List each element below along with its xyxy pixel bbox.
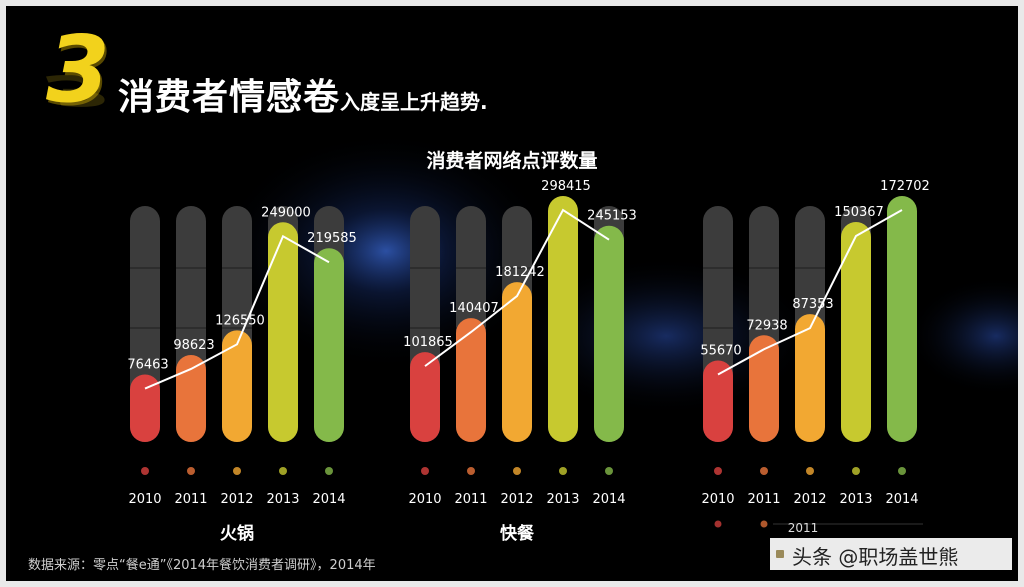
data-label: 98623: [173, 338, 214, 353]
legend-dot: [559, 467, 567, 475]
watermark-text: 头条 @职场盖世熊: [792, 545, 959, 569]
bar-2014: [594, 225, 624, 442]
bar-2010: [703, 360, 733, 442]
bar-2011: [176, 354, 206, 442]
bar-2010: [130, 374, 160, 442]
tick-label: 2014: [592, 492, 625, 507]
bar-2012: [502, 282, 532, 442]
tick-label: 2012: [500, 492, 533, 507]
tick-label: 2014: [885, 492, 918, 507]
data-label: 55670: [700, 344, 741, 359]
data-label: 181242: [495, 265, 545, 280]
tick-label: 2013: [839, 492, 872, 507]
data-label: 219585: [307, 231, 357, 246]
trend-line: [717, 209, 903, 376]
tick-label: 2012: [220, 492, 253, 507]
watermark: 头条 @职场盖世熊: [770, 538, 1012, 570]
tick-label: 2011: [174, 492, 207, 507]
data-label: 126550: [215, 313, 265, 328]
data-label: 140407: [449, 301, 499, 316]
bar-2014: [887, 196, 917, 442]
legend-dot: [852, 467, 860, 475]
bar-2012: [795, 314, 825, 442]
tick-label: 2010: [408, 492, 441, 507]
bar-2013: [548, 196, 578, 442]
extra-dot: [714, 520, 722, 528]
data-label: 150367: [834, 205, 884, 220]
tick-label: 2010: [701, 492, 734, 507]
legend-dot: [760, 467, 768, 475]
legend-dot: [467, 467, 475, 475]
data-label: 298415: [541, 179, 591, 194]
trend-line: [424, 208, 610, 367]
legend-dot: [513, 467, 521, 475]
legend-dot: [141, 467, 149, 475]
data-label: 72938: [746, 318, 787, 333]
tick-label: 2014: [312, 492, 345, 507]
bar-2011: [749, 335, 779, 442]
bar-2012: [222, 330, 252, 442]
tick-label: 2013: [266, 492, 299, 507]
charts-area: 76463 2010 98623 2011 126550 2012 249000 2013 21…: [127, 179, 930, 544]
data-label: 245153: [587, 209, 637, 224]
background-glow: [216, 131, 1018, 416]
data-label: 101865: [403, 335, 453, 350]
legend-dot: [187, 467, 195, 475]
headline-sub: 入度呈上升趋势.: [340, 90, 488, 114]
legend-dot: [714, 467, 722, 475]
group-label: 快餐: [500, 523, 535, 544]
data-label: 76463: [127, 358, 168, 373]
data-label: 249000: [261, 205, 311, 220]
bar-2011: [456, 318, 486, 442]
legend-dot: [279, 467, 287, 475]
data-label: 172702: [880, 179, 930, 194]
headline: 消费者情感卷入度呈上升趋势.: [118, 68, 488, 120]
bar-2013: [841, 221, 871, 442]
bar-2010: [410, 352, 440, 442]
bar-2014: [314, 248, 344, 442]
chart-title: 消费者网络点评数量: [426, 150, 598, 172]
extra-dot: [760, 520, 768, 528]
legend-dot: [605, 467, 613, 475]
tick-label: 2011: [747, 492, 780, 507]
extra-axis-label: 2011: [788, 521, 819, 535]
bar-2013: [268, 222, 298, 442]
legend-dot: [421, 467, 429, 475]
group-label: 火锅: [220, 523, 254, 544]
tick-label: 2011: [454, 492, 487, 507]
trend-line: [144, 234, 330, 390]
legend-dot: [233, 467, 241, 475]
tick-label: 2010: [128, 492, 161, 507]
headline-main: 消费者情感卷: [118, 77, 341, 118]
source-note: 数据来源：零点“餐e通”《2014年餐饮消费者调研》，2014年: [28, 558, 376, 573]
tick-label: 2013: [546, 492, 579, 507]
slide-frame: 3 3 消费者情感卷入度呈上升趋势. 消费者网络点评数量 76463 2010 98…: [6, 6, 1018, 581]
legend-dot: [806, 467, 814, 475]
section-number: 3: [46, 16, 111, 123]
legend-dot: [898, 467, 906, 475]
legend-dot: [325, 467, 333, 475]
tick-label: 2012: [793, 492, 826, 507]
watermark-icon: [776, 550, 784, 558]
data-label: 87353: [792, 297, 833, 312]
